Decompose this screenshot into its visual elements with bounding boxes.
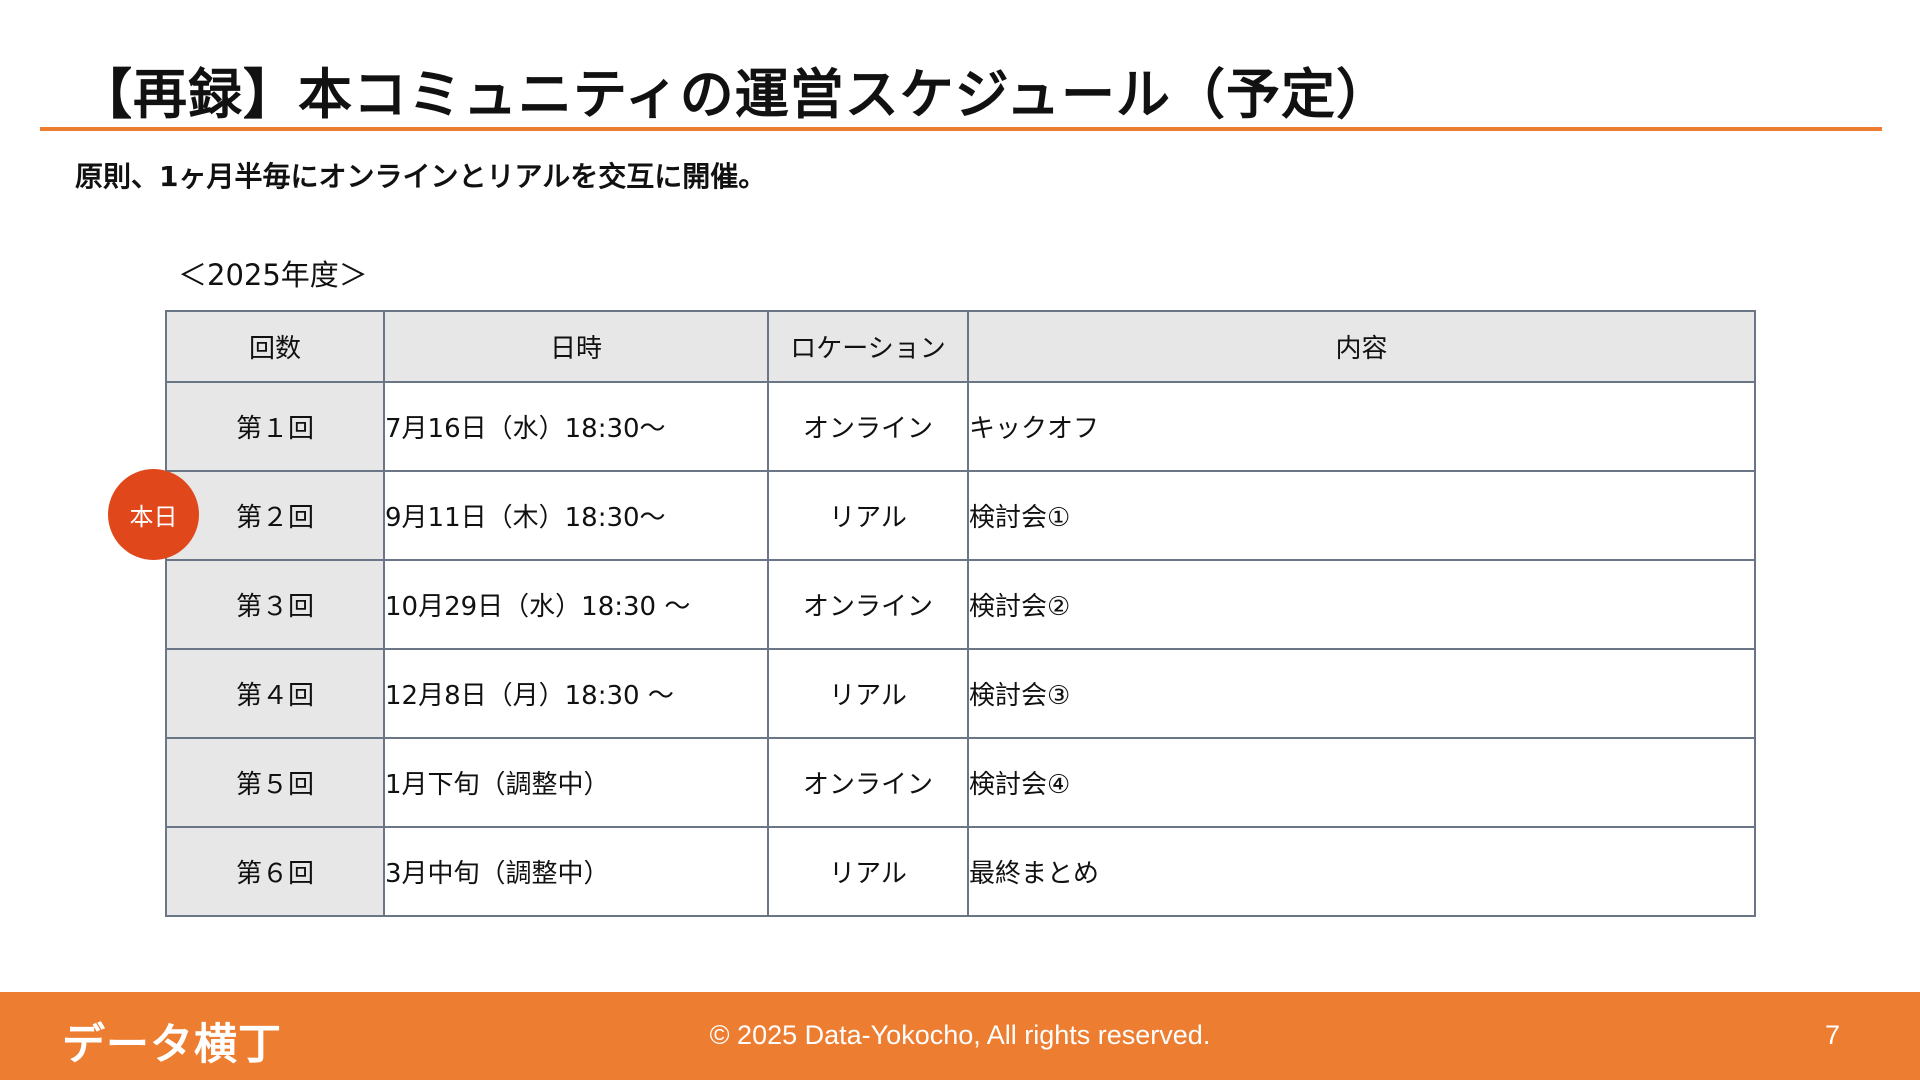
cell-round: 第４回 — [165, 648, 385, 739]
cell-location: オンライン — [767, 737, 969, 828]
table-row: 第３回 10月29日（水）18:30 〜 オンライン 検討会② — [165, 559, 1756, 650]
cell-content: 検討会③ — [967, 648, 1756, 739]
table-header-row: 回数 日時 ロケーション 内容 — [165, 310, 1756, 383]
cell-content: 最終まとめ — [967, 826, 1756, 917]
table-row: 第５回 1月下旬（調整中） オンライン 検討会④ — [165, 737, 1756, 828]
cell-round: 第２回 — [165, 470, 385, 561]
cell-datetime: 3月中旬（調整中） — [383, 826, 769, 917]
header-datetime: 日時 — [383, 310, 769, 383]
page-number: 7 — [1824, 1020, 1840, 1050]
table-row: 第１回 7月16日（水）18:30〜 オンライン キックオフ — [165, 381, 1756, 472]
header-content: 内容 — [967, 310, 1756, 383]
cell-location: オンライン — [767, 381, 969, 472]
title-underline — [40, 127, 1882, 131]
cell-round: 第１回 — [165, 381, 385, 472]
footer-logo: データ横丁 — [62, 1020, 282, 1070]
cell-location: オンライン — [767, 559, 969, 650]
cell-content: キックオフ — [967, 381, 1756, 472]
slide-subtitle: 原則、1ヶ月半毎にオンラインとリアルを交互に開催。 — [75, 160, 767, 193]
cell-round: 第５回 — [165, 737, 385, 828]
cell-datetime: 7月16日（水）18:30〜 — [383, 381, 769, 472]
cell-content: 検討会④ — [967, 737, 1756, 828]
table-row: 第６回 3月中旬（調整中） リアル 最終まとめ — [165, 826, 1756, 917]
year-label: ＜2025年度＞ — [178, 258, 368, 292]
footer-copyright: © 2025 Data-Yokocho, All rights reserved… — [709, 1020, 1211, 1050]
schedule-table: 回数 日時 ロケーション 内容 第１回 7月16日（水）18:30〜 オンライン… — [165, 310, 1756, 917]
cell-location: リアル — [767, 470, 969, 561]
cell-location: リアル — [767, 826, 969, 917]
slide-title: 【再録】本コミュニティの運営スケジュール（予定） — [78, 63, 1391, 126]
header-round: 回数 — [165, 310, 385, 383]
today-badge: 本日 — [108, 469, 199, 560]
table-row: 第４回 12月8日（月）18:30 〜 リアル 検討会③ — [165, 648, 1756, 739]
header-location: ロケーション — [767, 310, 969, 383]
cell-content: 検討会① — [967, 470, 1756, 561]
footer-bar: データ横丁 © 2025 Data-Yokocho, All rights re… — [0, 992, 1920, 1080]
cell-round: 第３回 — [165, 559, 385, 650]
cell-content: 検討会② — [967, 559, 1756, 650]
cell-datetime: 12月8日（月）18:30 〜 — [383, 648, 769, 739]
cell-datetime: 10月29日（水）18:30 〜 — [383, 559, 769, 650]
cell-round: 第６回 — [165, 826, 385, 917]
table-row: 第２回 9月11日（木）18:30〜 リアル 検討会① — [165, 470, 1756, 561]
cell-datetime: 9月11日（木）18:30〜 — [383, 470, 769, 561]
cell-datetime: 1月下旬（調整中） — [383, 737, 769, 828]
cell-location: リアル — [767, 648, 969, 739]
